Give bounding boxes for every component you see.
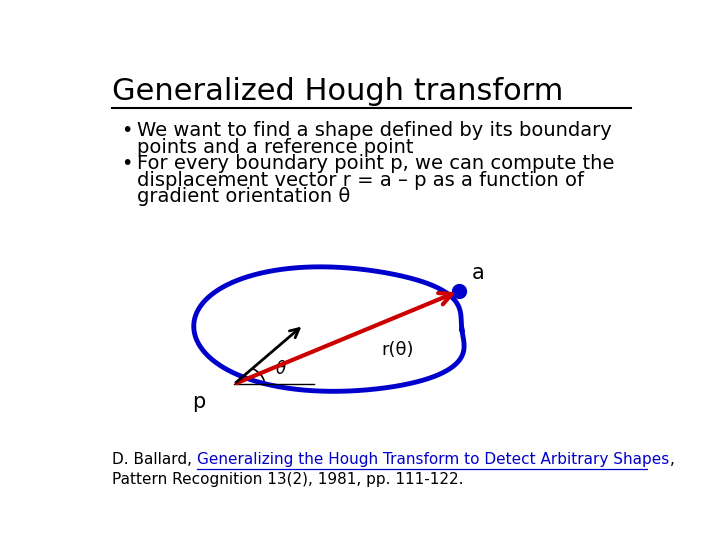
Text: θ: θ <box>276 360 286 378</box>
Text: points and a reference point: points and a reference point <box>138 138 414 157</box>
Text: Generalizing the Hough Transform to Detect Arbitrary Shapes: Generalizing the Hough Transform to Dete… <box>197 453 670 467</box>
Text: a: a <box>472 263 485 283</box>
Text: p: p <box>192 393 205 413</box>
Text: r(θ): r(θ) <box>382 341 414 359</box>
Text: We want to find a shape defined by its boundary: We want to find a shape defined by its b… <box>138 121 612 140</box>
Text: •: • <box>121 154 132 173</box>
Text: gradient orientation θ: gradient orientation θ <box>138 187 351 206</box>
Text: Generalized Hough transform: Generalized Hough transform <box>112 77 564 106</box>
Text: D. Ballard,: D. Ballard, <box>112 453 197 467</box>
Text: •: • <box>121 121 132 140</box>
Text: displacement vector r = a – p as a function of: displacement vector r = a – p as a funct… <box>138 171 585 190</box>
Text: For every boundary point p, we can compute the: For every boundary point p, we can compu… <box>138 154 615 173</box>
Text: Pattern Recognition 13(2), 1981, pp. 111-122.: Pattern Recognition 13(2), 1981, pp. 111… <box>112 472 464 487</box>
Text: ,: , <box>670 453 675 467</box>
